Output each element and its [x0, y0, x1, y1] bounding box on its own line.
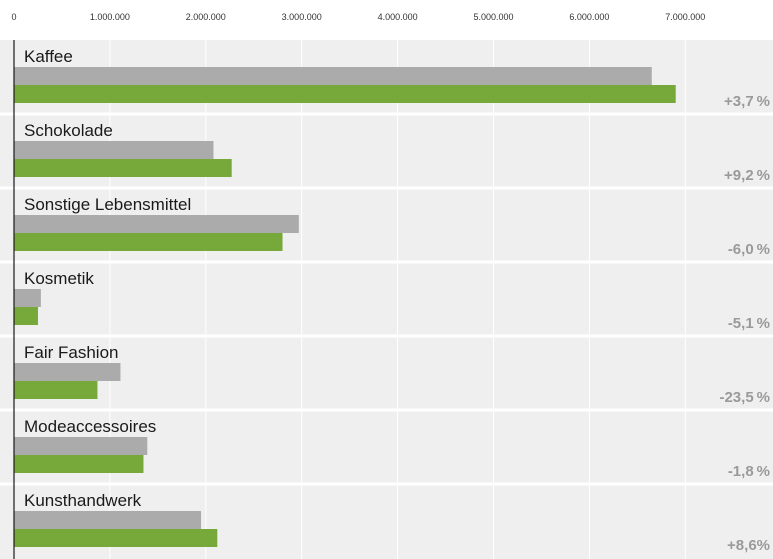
- category-label: Kosmetik: [24, 269, 94, 288]
- row-separator: [0, 482, 773, 486]
- category-label: Schokolade: [24, 121, 113, 140]
- change-label: -1,8 %: [728, 463, 770, 480]
- row-separator: [0, 112, 773, 116]
- x-axis-tick-labels: 0 1.000.000 2.000.000 3.000.000 4.000.000 5.0…: [11, 12, 705, 22]
- row-separator: [0, 260, 773, 264]
- change-label: +9,2 %: [724, 167, 770, 184]
- row-separator: [0, 334, 773, 338]
- bar-previous-3: [14, 215, 299, 233]
- row-separators: [0, 112, 773, 486]
- x-tick-label: 6.000.000: [569, 12, 609, 22]
- bar-current-4: [14, 307, 38, 325]
- category-labels: Kaffee Schokolade Sonstige Lebensmittel Kos…: [24, 47, 191, 510]
- change-label: -6,0 %: [728, 241, 770, 258]
- category-label: Modeaccessoires: [24, 417, 156, 436]
- x-tick-label: 3.000.000: [282, 12, 322, 22]
- x-tick-label: 0: [11, 12, 16, 22]
- row-separator: [0, 186, 773, 190]
- change-label: +3,7 %: [724, 93, 770, 110]
- change-label: -5,1 %: [728, 315, 770, 332]
- gridlines: [109, 40, 686, 559]
- change-label: -23,5 %: [719, 389, 770, 406]
- bar-previous-2: [14, 141, 214, 159]
- row-separator: [0, 408, 773, 412]
- plot-panel: [0, 40, 773, 559]
- bar-current-3: [14, 233, 283, 251]
- bar-previous-4: [14, 289, 41, 307]
- bar-previous-7: [14, 511, 202, 529]
- bar-previous-1: [14, 67, 652, 85]
- x-tick-label: 1.000.000: [90, 12, 130, 22]
- x-tick-label: 5.000.000: [473, 12, 513, 22]
- bars: [14, 67, 676, 547]
- category-label: Kaffee: [24, 47, 73, 66]
- bar-current-1: [14, 85, 676, 103]
- bar-current-2: [14, 159, 232, 177]
- x-tick-label: 4.000.000: [378, 12, 418, 22]
- category-label: Fair Fashion: [24, 343, 118, 362]
- bar-previous-6: [14, 437, 148, 455]
- category-label: Kunsthandwerk: [24, 491, 142, 510]
- change-label: +8,6%: [727, 537, 770, 554]
- change-labels: +3,7 % +9,2 % -6,0 % -5,1 % -23,5 % -1,8 % +8,…: [719, 93, 770, 554]
- bar-current-6: [14, 455, 144, 473]
- bar-current-5: [14, 381, 98, 399]
- x-tick-label: 7.000.000: [665, 12, 705, 22]
- category-label: Sonstige Lebensmittel: [24, 195, 191, 214]
- x-tick-label: 2.000.000: [186, 12, 226, 22]
- bar-current-7: [14, 529, 218, 547]
- bar-previous-5: [14, 363, 121, 381]
